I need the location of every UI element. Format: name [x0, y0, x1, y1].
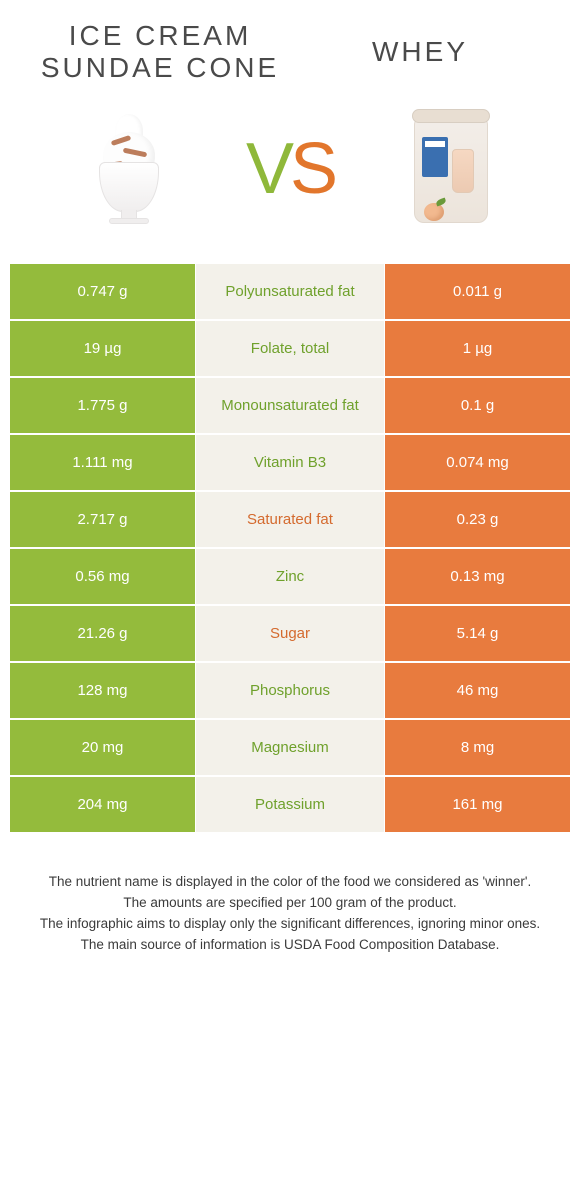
right-value: 8 mg — [384, 720, 570, 775]
comparison-table: 0.747 gPolyunsaturated fat0.011 g19 µgFo… — [10, 264, 570, 832]
table-row: 19 µgFolate, total1 µg — [10, 321, 570, 376]
table-row: 21.26 gSugar5.14 g — [10, 606, 570, 661]
left-value: 1.111 mg — [10, 435, 196, 490]
nutrient-name: Polyunsaturated fat — [196, 264, 384, 319]
right-value: 0.13 mg — [384, 549, 570, 604]
right-value: 0.011 g — [384, 264, 570, 319]
left-value: 20 mg — [10, 720, 196, 775]
left-value: 204 mg — [10, 777, 196, 832]
vs-v: V — [246, 129, 290, 209]
right-value: 5.14 g — [384, 606, 570, 661]
left-value: 19 µg — [10, 321, 196, 376]
images-row: VS — [0, 94, 580, 264]
nutrient-name: Sugar — [196, 606, 384, 661]
left-value: 21.26 g — [10, 606, 196, 661]
left-value: 2.717 g — [10, 492, 196, 547]
right-value: 0.074 mg — [384, 435, 570, 490]
nutrient-name: Phosphorus — [196, 663, 384, 718]
footnote-line: The infographic aims to display only the… — [30, 914, 550, 935]
right-value: 0.1 g — [384, 378, 570, 433]
left-value: 1.775 g — [10, 378, 196, 433]
right-value: 46 mg — [384, 663, 570, 718]
right-food-image — [391, 104, 511, 234]
left-value: 128 mg — [10, 663, 196, 718]
table-row: 2.717 gSaturated fat0.23 g — [10, 492, 570, 547]
right-food-title: Whey — [290, 36, 550, 68]
nutrient-name: Vitamin B3 — [196, 435, 384, 490]
nutrient-name: Monounsaturated fat — [196, 378, 384, 433]
table-row: 204 mgPotassium161 mg — [10, 777, 570, 832]
nutrient-name: Saturated fat — [196, 492, 384, 547]
vs-label: VS — [246, 128, 334, 210]
footnotes: The nutrient name is displayed in the co… — [30, 872, 550, 956]
nutrient-name: Magnesium — [196, 720, 384, 775]
left-value: 0.56 mg — [10, 549, 196, 604]
left-food-image — [69, 104, 189, 234]
footnote-line: The nutrient name is displayed in the co… — [30, 872, 550, 893]
vs-s: S — [290, 129, 334, 209]
table-row: 0.747 gPolyunsaturated fat0.011 g — [10, 264, 570, 319]
table-row: 1.775 gMonounsaturated fat0.1 g — [10, 378, 570, 433]
right-value: 0.23 g — [384, 492, 570, 547]
left-value: 0.747 g — [10, 264, 196, 319]
right-value: 1 µg — [384, 321, 570, 376]
footnote-line: The amounts are specified per 100 gram o… — [30, 893, 550, 914]
table-row: 20 mgMagnesium8 mg — [10, 720, 570, 775]
nutrient-name: Potassium — [196, 777, 384, 832]
left-food-title: Ice cream sundae cone — [30, 20, 290, 84]
table-row: 0.56 mgZinc0.13 mg — [10, 549, 570, 604]
right-value: 161 mg — [384, 777, 570, 832]
table-row: 128 mgPhosphorus46 mg — [10, 663, 570, 718]
nutrient-name: Folate, total — [196, 321, 384, 376]
footnote-line: The main source of information is USDA F… — [30, 935, 550, 956]
nutrient-name: Zinc — [196, 549, 384, 604]
table-row: 1.111 mgVitamin B30.074 mg — [10, 435, 570, 490]
